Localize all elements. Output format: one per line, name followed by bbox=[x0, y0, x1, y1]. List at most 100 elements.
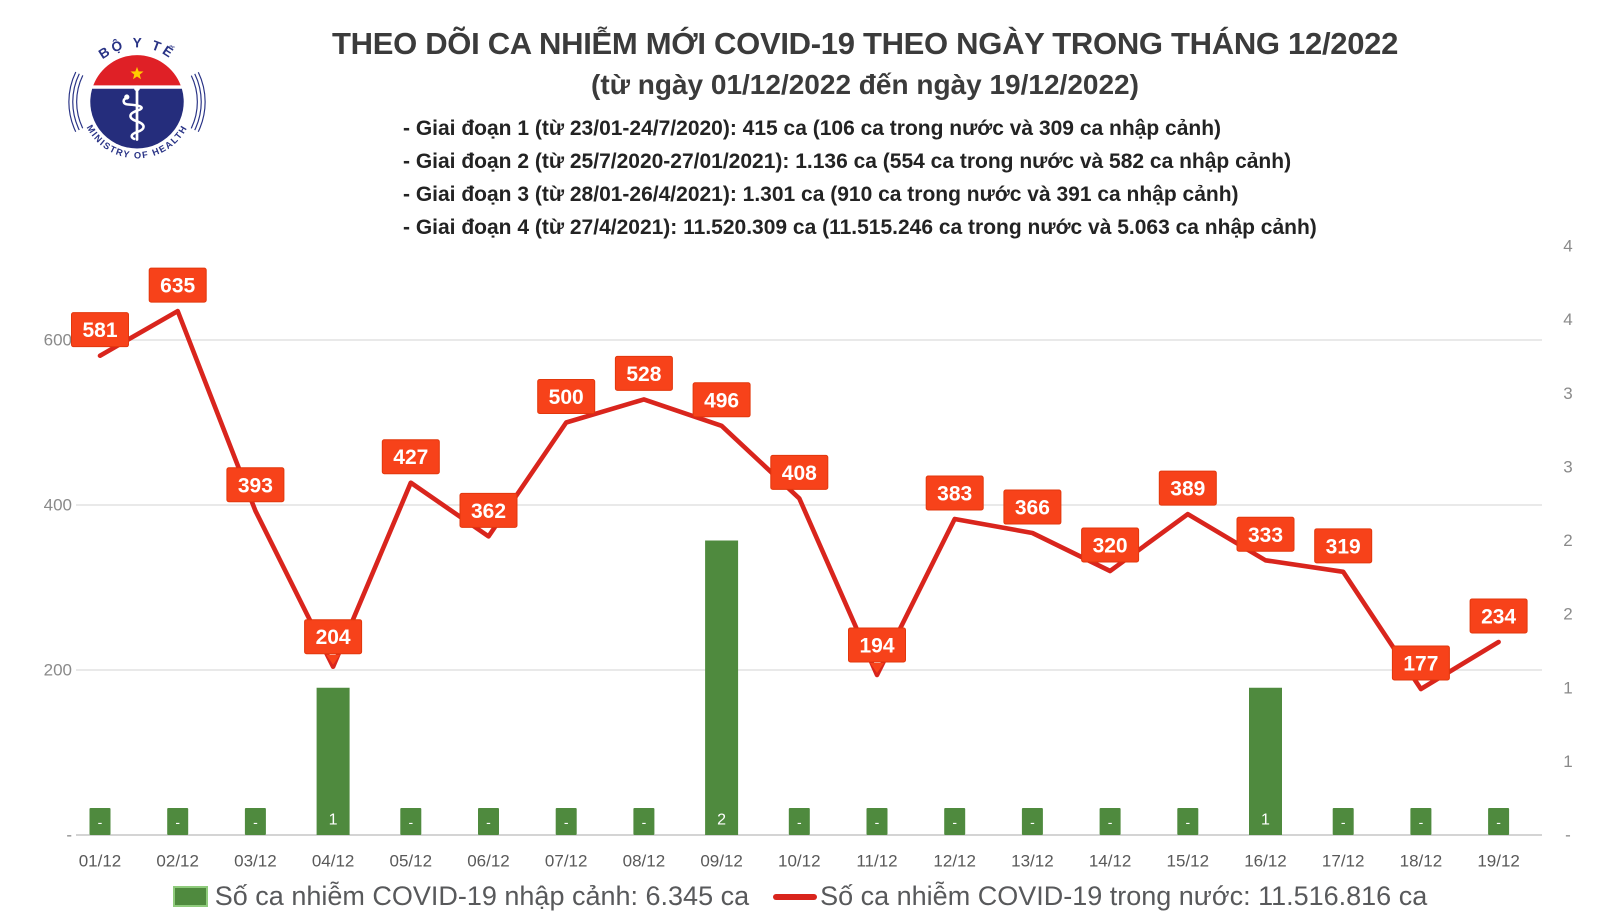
bar-zero-label: - bbox=[797, 814, 802, 830]
line-domestic-cases bbox=[97, 308, 1501, 692]
point-label-box bbox=[614, 355, 673, 391]
logo-rays-icon bbox=[68, 33, 206, 171]
point-label-value: 366 bbox=[1015, 497, 1050, 520]
bar-zero-label: - bbox=[1030, 814, 1035, 830]
point-label-value: 319 bbox=[1326, 535, 1361, 558]
x-axis-label: 04/12 bbox=[312, 852, 355, 871]
point-label-box bbox=[925, 475, 984, 511]
right-axis-tick-label: 4 bbox=[1563, 237, 1572, 256]
x-axis-label: 03/12 bbox=[234, 852, 277, 871]
bar-value-label: 2 bbox=[717, 812, 726, 829]
point-label-value: 427 bbox=[393, 446, 428, 469]
bar-zero-label: - bbox=[98, 814, 103, 830]
point-label-box bbox=[1391, 645, 1450, 681]
point-label-value: 204 bbox=[316, 626, 351, 649]
x-axis-label: 08/12 bbox=[623, 852, 666, 871]
point-label-pointer bbox=[326, 654, 341, 665]
bar-zero-label-box bbox=[1021, 808, 1043, 835]
point-label-box bbox=[226, 467, 285, 503]
bar-imported-cases bbox=[1249, 687, 1282, 835]
logo-snake-staff-icon bbox=[122, 85, 145, 141]
point-label-box bbox=[71, 312, 129, 348]
bar-zero-label-box bbox=[633, 808, 655, 835]
legend-item-domestic: Số ca nhiễm COVID-19 trong nước: 11.516.… bbox=[773, 881, 1427, 912]
point-label-value: 408 bbox=[782, 462, 817, 485]
phase-line-1: - Giai đoạn 1 (từ 23/01-24/7/2020): 415 … bbox=[403, 117, 1222, 140]
line-series-swatch-icon bbox=[773, 893, 818, 900]
bar-zero-label-box bbox=[1410, 808, 1432, 835]
page-title: THEO DÕI CA NHIỄM MỚI COVID-19 THEO NGÀY… bbox=[331, 26, 1399, 61]
bar-value-label: 1 bbox=[329, 812, 338, 829]
bar-zero-label-box bbox=[788, 808, 810, 835]
bar-imported-cases bbox=[316, 687, 350, 835]
bar-zero-label: - bbox=[486, 814, 491, 830]
phase-line-2: - Giai đoạn 2 (từ 25/7/2020-27/01/2021):… bbox=[403, 150, 1292, 173]
point-label-value: 581 bbox=[82, 319, 117, 342]
legend-label-domestic: Số ca nhiễm COVID-19 trong nước: 11.516.… bbox=[820, 881, 1428, 911]
x-axis-label: 01/12 bbox=[79, 852, 122, 871]
point-label-box bbox=[381, 439, 440, 475]
right-axis-tick-label: 4 bbox=[1563, 310, 1572, 329]
x-axis-label: 09/12 bbox=[700, 852, 743, 871]
x-axis-label: 13/12 bbox=[1011, 852, 1054, 871]
point-label-box bbox=[537, 379, 596, 414]
point-label-value: 383 bbox=[937, 483, 972, 506]
point-label-box bbox=[1314, 528, 1373, 564]
point-label-value: 333 bbox=[1248, 524, 1283, 547]
point-label-value: 500 bbox=[549, 386, 584, 409]
point-label-box bbox=[770, 454, 829, 490]
left-axis-tick-label: 400 bbox=[44, 496, 72, 515]
x-axis-label: 12/12 bbox=[933, 852, 976, 871]
point-label-box bbox=[1469, 598, 1528, 634]
bar-zero-label-box bbox=[1099, 808, 1121, 835]
x-axis-label: 19/12 bbox=[1477, 852, 1520, 871]
left-axis-tick-label: 200 bbox=[44, 661, 72, 680]
point-label-box bbox=[1003, 489, 1062, 525]
bar-zero-label-box bbox=[89, 808, 111, 835]
bar-zero-label: - bbox=[1108, 814, 1113, 830]
point-label-box bbox=[459, 492, 518, 528]
bar-zero-label: - bbox=[952, 814, 957, 830]
x-axis-label: 11/12 bbox=[856, 852, 897, 871]
right-axis-tick-label: 2 bbox=[1563, 605, 1572, 624]
x-axis-label: 18/12 bbox=[1400, 852, 1443, 871]
bar-zero-label: - bbox=[875, 814, 880, 830]
point-label-box bbox=[1158, 470, 1217, 506]
bar-zero-label-box bbox=[944, 808, 966, 835]
page-subtitle: (từ ngày 01/12/2022 đến ngày 19/12/2022) bbox=[591, 69, 1139, 100]
left-axis-tick-label: 600 bbox=[44, 331, 72, 350]
ministry-of-health-logo: BỘ Y TẾ MINISTRY OF HEALTH bbox=[68, 33, 206, 171]
right-axis-tick-label: - bbox=[1565, 826, 1571, 845]
point-label-value: 362 bbox=[471, 500, 506, 523]
right-axis-tick-label: 2 bbox=[1563, 531, 1572, 550]
left-axis-tick-label: - bbox=[66, 826, 72, 845]
point-label-value: 496 bbox=[704, 389, 739, 412]
phase-line-3: - Giai đoạn 3 (từ 28/01-26/4/2021): 1.30… bbox=[403, 183, 1239, 206]
point-label-value: 635 bbox=[160, 275, 195, 298]
logo-rays-icon bbox=[72, 37, 202, 167]
bar-zero-label-box bbox=[1177, 808, 1199, 835]
bar-zero-label: - bbox=[253, 814, 258, 830]
bar-zero-label: - bbox=[1419, 814, 1424, 830]
point-label-value: 320 bbox=[1093, 535, 1128, 558]
legend-item-imported: Số ca nhiễm COVID-19 nhập cảnh: 6.345 ca bbox=[172, 881, 749, 912]
x-axis-label: 06/12 bbox=[467, 852, 510, 871]
bar-zero-label-box bbox=[244, 808, 266, 835]
point-label-value: 528 bbox=[626, 363, 661, 386]
x-axis-label: 16/12 bbox=[1244, 852, 1287, 871]
bar-imported-cases bbox=[705, 540, 739, 835]
x-axis-label: 02/12 bbox=[156, 852, 199, 871]
point-label-pointer bbox=[870, 662, 884, 673]
point-label-box bbox=[692, 382, 751, 418]
point-label-value: 389 bbox=[1170, 478, 1205, 501]
point-label-value: 393 bbox=[238, 474, 273, 497]
bar-zero-label: - bbox=[175, 814, 180, 830]
bar-zero-label-box bbox=[1332, 808, 1354, 835]
bar-zero-label-box bbox=[167, 808, 189, 835]
right-axis-tick-label: 3 bbox=[1563, 457, 1572, 476]
bar-series-swatch-icon bbox=[172, 886, 208, 907]
x-axis-label: 05/12 bbox=[390, 852, 433, 871]
bar-zero-label: - bbox=[408, 814, 413, 830]
bar-zero-label-box bbox=[1488, 808, 1510, 835]
